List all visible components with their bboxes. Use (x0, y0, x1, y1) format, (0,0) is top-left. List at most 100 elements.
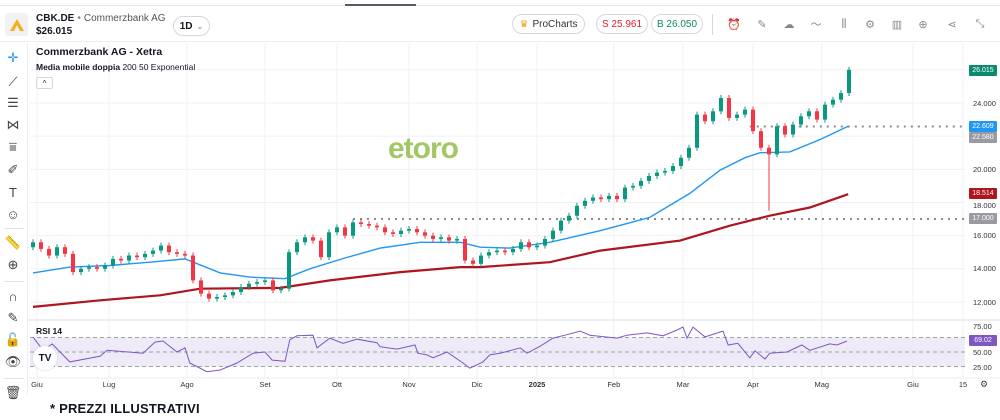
add-icon[interactable]: ⊕ (918, 18, 928, 31)
candle-body (303, 237, 307, 243)
candle-body (31, 242, 35, 248)
fibonacci-icon[interactable]: ⩸ (9, 139, 17, 154)
candles-icon[interactable]: ⫼ (841, 17, 847, 30)
toolbar-divider (4, 228, 24, 229)
candle-body (559, 220, 563, 231)
candle-body (335, 227, 339, 233)
candle-body (591, 197, 595, 201)
timeframe-dropdown[interactable]: 1D ⌄ (173, 16, 210, 36)
candle-body (47, 248, 51, 256)
instrument-name: CBK.DE • Commerzbank AG (36, 13, 166, 24)
settings-icon[interactable]: ⚙ (865, 18, 875, 31)
indicator-icon[interactable]: 〜 (810, 19, 822, 31)
candle-body (527, 242, 531, 248)
rsi-axis-label: 25.00 (973, 363, 992, 372)
rsi-axis-label: 50.00 (973, 348, 992, 357)
zoom-in-icon[interactable]: ⊕ (7, 257, 19, 272)
candle-body (791, 124, 795, 135)
candle-body (631, 185, 635, 188)
candle-body (671, 166, 675, 171)
candle-body (503, 250, 507, 253)
candle-body (287, 252, 291, 289)
crosshair-icon[interactable]: ✛ (7, 50, 19, 65)
candle-body (167, 245, 171, 253)
candle-body (111, 258, 115, 266)
share-icon[interactable]: ⋖ (947, 18, 957, 31)
candle-body (799, 116, 803, 125)
crown-icon: ♛ (519, 18, 529, 30)
sell-button[interactable]: S 25.961 (596, 14, 648, 34)
draw-icon[interactable]: ✎ (757, 18, 767, 31)
candle-body (87, 267, 91, 269)
drawing-toolbar (0, 43, 28, 395)
bars-icon[interactable]: ▥ (891, 18, 903, 31)
trendline-icon[interactable]: ⟋ (8, 74, 18, 89)
candle-body (479, 255, 483, 264)
time-axis-label: Feb (607, 380, 621, 389)
candle-body (319, 240, 323, 258)
candle-body (519, 242, 523, 249)
commerzbank-logo (5, 13, 28, 36)
toolbar-divider (4, 281, 24, 282)
lock-drawing-icon[interactable]: ✎ (7, 310, 19, 325)
candle-body (55, 247, 59, 256)
indicator-params: 200 50 Exponential (122, 62, 196, 72)
candle-body (199, 280, 203, 294)
candle-body (471, 260, 475, 264)
candle-body (647, 175, 651, 181)
candle-body (151, 250, 155, 254)
candle-body (567, 215, 571, 221)
brush-icon[interactable]: ✐ (7, 162, 19, 177)
procharts-button[interactable]: ♛ ProCharts (512, 14, 585, 34)
candle-body (95, 267, 99, 269)
price-axis-label: 16.000 (973, 231, 996, 240)
emoji-icon[interactable]: ☺ (6, 206, 20, 222)
candle-body (119, 258, 123, 261)
candle-body (575, 205, 579, 216)
candle-body (695, 114, 699, 148)
collapse-legend-button[interactable]: ^ (36, 77, 53, 89)
toolbar-divider (4, 378, 24, 379)
alert-icon[interactable]: ⏰ (727, 18, 741, 31)
magnet-icon[interactable]: ∩ (8, 288, 18, 304)
candle-body (615, 195, 619, 200)
unlock-icon[interactable]: 🔓 (4, 332, 22, 347)
candle-body (271, 280, 275, 291)
candle-body (415, 229, 419, 233)
cloud-icon[interactable]: ☁ (783, 18, 795, 31)
axis-settings-icon[interactable]: ⚙ (980, 379, 989, 389)
ruler-icon[interactable]: 📏 (4, 235, 22, 250)
candle-body (351, 222, 355, 236)
candle-body (847, 69, 851, 94)
text-icon[interactable]: T (9, 184, 17, 200)
chart-title: Commerzbank AG - Xetra (36, 46, 163, 58)
candle-body (191, 255, 195, 281)
collapse-icon[interactable]: ⤡ (975, 17, 985, 30)
candle-body (215, 296, 219, 299)
candle-body (599, 197, 603, 200)
candle-body (775, 126, 779, 155)
candle-body (607, 195, 611, 200)
buy-button[interactable]: B 26.050 (651, 14, 703, 34)
candle-body (751, 109, 755, 132)
candle-body (663, 170, 667, 173)
price-axis-label: 24.000 (973, 99, 996, 108)
candle-body (687, 147, 691, 158)
candle-body (63, 247, 67, 254)
candle-body (399, 230, 403, 234)
candle-body (343, 227, 347, 236)
trash-icon[interactable]: 🗑 (4, 385, 22, 400)
visibility-icon[interactable]: 👁 (4, 354, 22, 369)
pattern-icon[interactable]: ⋈ (6, 117, 20, 132)
candle-body (543, 238, 547, 246)
symbol: CBK.DE (36, 13, 75, 24)
indicator-legend: Media mobile doppia 200 50 Exponential (36, 62, 195, 72)
price-chart[interactable] (0, 0, 1000, 395)
candle-body (623, 187, 627, 200)
parallel-lines-icon[interactable]: ☰ (7, 95, 19, 110)
time-axis-label: Dic (471, 380, 483, 389)
candle-body (583, 200, 587, 206)
candle-body (383, 227, 387, 233)
disclaimer: * PREZZI ILLUSTRATIVI (50, 401, 200, 416)
candle-body (39, 242, 43, 249)
